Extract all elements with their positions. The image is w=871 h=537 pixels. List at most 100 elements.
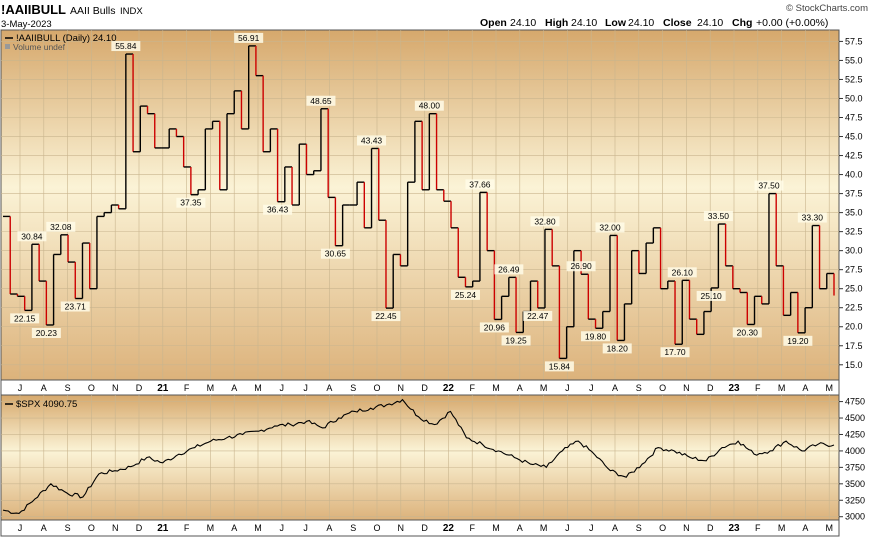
lower-x-axis (0, 519, 840, 537)
upper-ytick-label: 22.5 (845, 303, 863, 313)
ohlc-readout: Open 24.10 High 24.10 Low 24.10 Close 24… (480, 17, 828, 29)
x-tick-label: A (231, 383, 237, 393)
x-tick-label: N (112, 523, 119, 533)
data-label-bg (581, 331, 611, 342)
x-tick-label: M (778, 383, 786, 393)
x-tick-label: F (184, 523, 190, 533)
x-tick-label: S (636, 383, 642, 393)
x-tick-label: M (492, 523, 500, 533)
data-label-bg (754, 180, 784, 191)
x-tick-label: J (565, 383, 570, 393)
data-label-bg (371, 311, 401, 322)
high-label: High (545, 17, 568, 29)
data-label: 22.45 (375, 311, 397, 321)
x-tick-label: A (802, 383, 808, 393)
data-label: 55.84 (115, 41, 137, 51)
x-tick-label: J (303, 383, 308, 393)
chart-date: 3-May-2023 (1, 19, 52, 30)
data-label-bg (494, 264, 524, 275)
upper-panel: 22.15 30.84 20.23 32.08 23.71 55.84 37.35 56.91… (0, 29, 863, 381)
x-tick-label: D (707, 523, 714, 533)
data-label-bg (530, 216, 560, 227)
x-tick-label: M (492, 383, 500, 393)
x-tick-label: F (469, 383, 475, 393)
data-label: 20.30 (737, 327, 759, 337)
upper-ytick-label: 52.5 (845, 74, 863, 84)
x-tick-label: D (136, 383, 143, 393)
data-label: 22.15 (14, 313, 36, 323)
data-label-bg (479, 322, 509, 333)
data-label: 17.70 (664, 347, 686, 357)
x-tick-label: J (18, 523, 23, 533)
upper-ytick-label: 57.5 (845, 36, 863, 46)
x-tick-label: D (707, 383, 714, 393)
volume-legend: Volume undef (13, 42, 66, 52)
data-label: 32.00 (599, 222, 621, 232)
data-label-bg (320, 248, 350, 259)
lower-ytick-label: 3500 (845, 479, 865, 489)
x-tick-label: J (280, 383, 285, 393)
data-label: 26.10 (672, 267, 694, 277)
x-tick-label: O (373, 383, 380, 393)
x-tick-label: D (136, 523, 143, 533)
data-label: 32.08 (50, 222, 72, 232)
chg-value: +0.00 (+0.00%) (756, 17, 828, 29)
upper-legend: !AAIIBULL (Daily) 24.10 (16, 33, 117, 44)
data-label-bg (501, 335, 531, 346)
symbol-title: !AAIIBULL (1, 2, 66, 17)
lower-ytick-label: 4750 (845, 397, 865, 407)
data-label: 18.20 (607, 343, 629, 353)
upper-ytick-label: 25.0 (845, 284, 863, 294)
data-label-bg (357, 135, 387, 146)
x-tick-label: F (755, 383, 761, 393)
lower-legend: $SPX 4090.75 (16, 399, 77, 410)
x-tick-label: J (589, 383, 594, 393)
data-label: 19.80 (585, 331, 607, 341)
data-label-bg (465, 179, 495, 190)
data-label-bg (544, 361, 574, 372)
data-label-bg (667, 267, 697, 278)
x-tick-label: S (636, 523, 642, 533)
x-tick-label: J (18, 383, 23, 393)
x-tick-label: S (65, 383, 71, 393)
lower-plot-area (0, 394, 840, 521)
brand-watermark: © StockCharts.com (786, 3, 868, 14)
data-label: 26.90 (570, 261, 592, 271)
data-label-bg (414, 100, 444, 111)
data-label-bg (566, 261, 596, 272)
spx-line (2, 398, 835, 514)
x-tick-label: M (778, 523, 786, 533)
data-label: 48.00 (419, 101, 441, 111)
upper-ytick-label: 45.0 (845, 132, 863, 142)
x-tick-label: M (254, 523, 262, 533)
data-label-bg (10, 313, 40, 324)
data-label-bg (783, 335, 813, 346)
x-tick-label: A (231, 523, 237, 533)
data-label-bg (450, 289, 480, 300)
lower-ytick-label: 3250 (845, 495, 865, 505)
data-label: 33.50 (708, 211, 730, 221)
data-label: 33.30 (802, 213, 824, 223)
close-label: Close (663, 17, 692, 29)
upper-ytick-label: 42.5 (845, 151, 863, 161)
upper-ytick-label: 35.0 (845, 208, 863, 218)
x-tick-label: A (326, 383, 332, 393)
data-label-bg (306, 95, 336, 106)
data-label-bg (696, 290, 726, 301)
x-tick-label: O (659, 383, 666, 393)
x-tick-label: 21 (157, 383, 169, 394)
data-label: 48.65 (310, 96, 332, 106)
upper-ytick-label: 50.0 (845, 93, 863, 103)
x-tick-label: S (350, 383, 356, 393)
upper-ytick-label: 20.0 (845, 322, 863, 332)
symbol-description: AAII Bulls (70, 5, 116, 17)
low-label: Low (605, 17, 627, 29)
data-label: 56.91 (238, 33, 260, 43)
upper-ytick-label: 30.0 (845, 246, 863, 256)
data-label: 43.43 (361, 135, 383, 145)
data-label: 19.20 (787, 336, 809, 346)
x-tick-label: N (683, 523, 690, 533)
data-label: 37.66 (469, 179, 491, 189)
data-label: 30.65 (325, 249, 347, 259)
